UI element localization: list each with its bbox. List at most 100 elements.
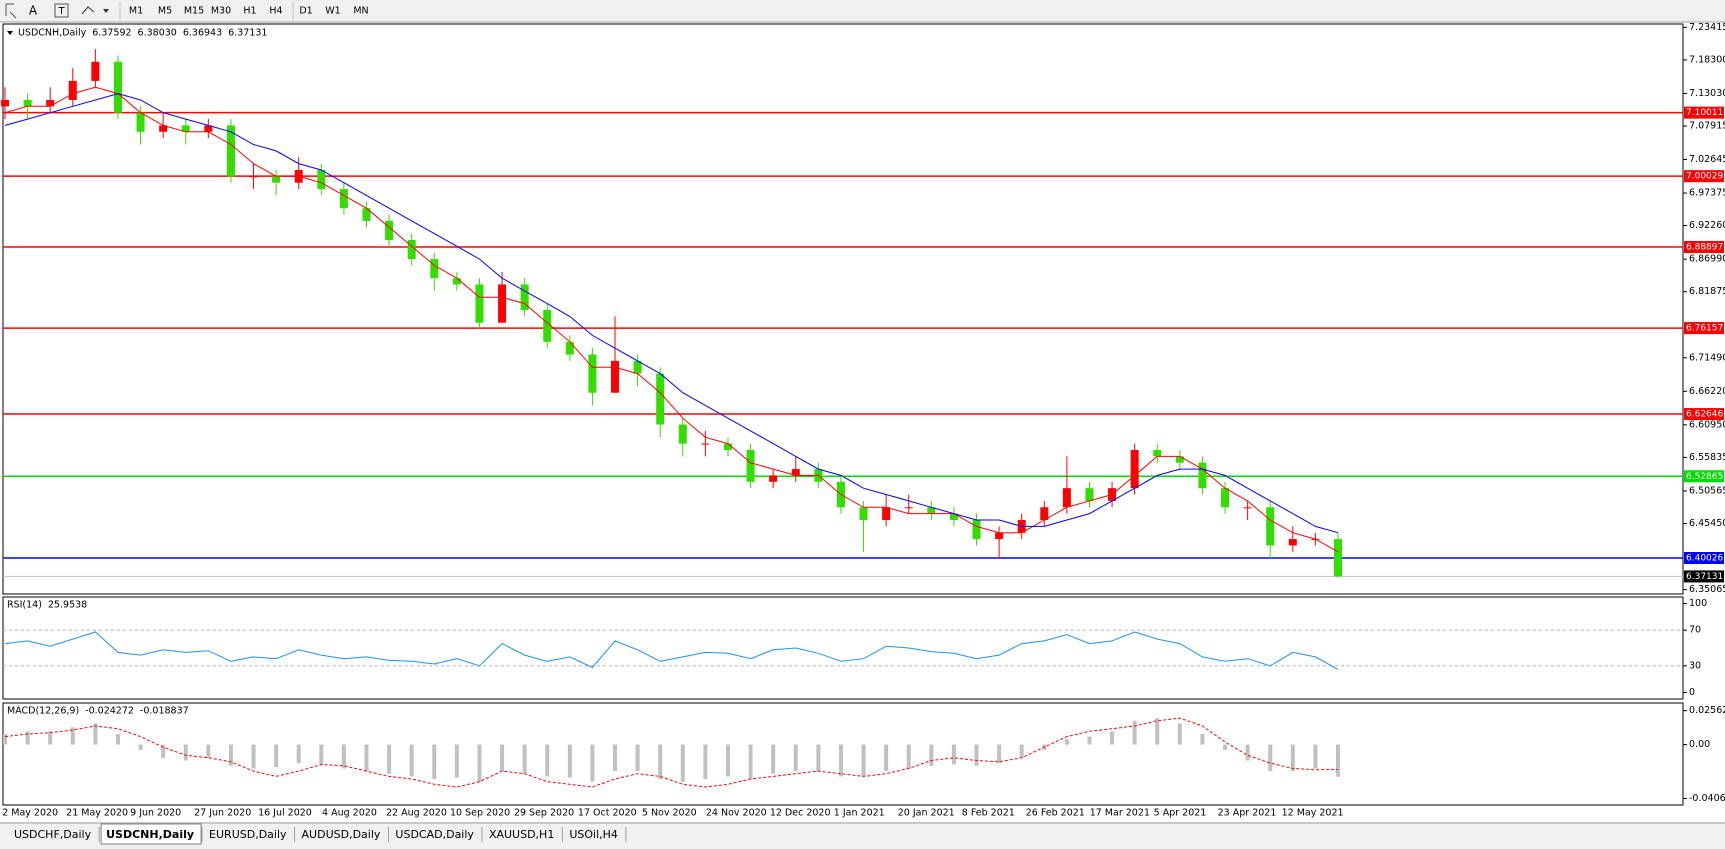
macd-bar — [658, 744, 663, 780]
y-tick-label: 0 — [1689, 687, 1695, 698]
tab-label[interactable]: AUDUSD,Daily — [302, 828, 381, 841]
level-label: 7.00029 — [1686, 172, 1723, 182]
period-button[interactable]: MN — [353, 6, 368, 17]
macd-bar — [1110, 731, 1115, 745]
candle-body — [159, 125, 168, 132]
period-button[interactable]: M5 — [158, 6, 172, 17]
x-tick-label: 27 Jun 2020 — [194, 808, 251, 819]
macd-bar — [1223, 744, 1228, 750]
x-tick-label: 21 May 2020 — [66, 808, 128, 819]
macd-bar — [364, 744, 369, 772]
candle-body — [1221, 488, 1230, 508]
arrows-icon[interactable] — [81, 6, 95, 15]
moving-average — [4, 86, 1339, 553]
y-tick-label: 7.13030 — [1689, 88, 1725, 99]
period-button[interactable]: H1 — [243, 6, 256, 17]
y-tick-label: 6.86990 — [1689, 254, 1725, 265]
macd-bar — [951, 744, 956, 765]
macd-bar — [454, 744, 459, 778]
candle-body — [565, 341, 574, 355]
ohlc-value: 6.37592 — [92, 28, 131, 39]
level-label: 6.40026 — [1686, 554, 1723, 564]
candle-body — [543, 309, 552, 342]
dropdown-arrow[interactable] — [103, 9, 109, 13]
x-tick-label: 5 Nov 2020 — [642, 808, 697, 819]
level-label: 6.62646 — [1686, 410, 1723, 420]
y-tick-label: 70 — [1689, 625, 1701, 636]
x-tick-label: 17 Mar 2021 — [1090, 808, 1150, 819]
symbol-menu-arrow[interactable] — [7, 31, 13, 35]
macd-bar — [974, 744, 979, 766]
period-button[interactable]: M1 — [129, 6, 143, 17]
chart-panel — [2, 702, 1684, 806]
tab-label[interactable]: USDCAD,Daily — [395, 828, 474, 841]
y-tick-label: 6.71490 — [1689, 352, 1725, 363]
tab-label[interactable]: USDCNH,Daily — [106, 828, 194, 841]
candle-body — [701, 443, 710, 445]
macd-bar — [341, 744, 346, 769]
x-tick-label: 12 May 2021 — [1282, 808, 1344, 819]
indicator-value: 25.9538 — [48, 600, 87, 611]
tab[interactable] — [9, 824, 99, 844]
candle-body — [430, 259, 439, 279]
candle-body — [972, 519, 981, 540]
candle-body — [769, 475, 778, 482]
candle-body — [859, 507, 868, 520]
candle-body — [68, 80, 77, 100]
text-icon[interactable] — [54, 3, 69, 18]
y-tick-label: 6.60950 — [1689, 419, 1725, 430]
tab[interactable] — [483, 824, 562, 844]
tab[interactable] — [390, 824, 481, 844]
x-tick-label: 10 Sep 2020 — [450, 808, 510, 819]
macd-bar — [635, 744, 640, 772]
level-label: 6.52865 — [1686, 472, 1723, 482]
candle-body — [949, 513, 958, 520]
x-tick-label: 20 Jan 2021 — [898, 808, 955, 819]
tab[interactable] — [204, 824, 294, 844]
crosshair-icon[interactable] — [5, 3, 17, 19]
chart-panel — [2, 596, 1684, 700]
text-icon-letter: T — [57, 6, 65, 17]
period-button[interactable]: D1 — [299, 6, 312, 17]
candle-body — [633, 360, 642, 374]
x-tick-label: 23 Apr 2021 — [1218, 808, 1277, 819]
last-price-box — [1684, 570, 1724, 583]
y-tick-label: 6.45450 — [1689, 518, 1725, 529]
toolbar-icons: T — [5, 2, 294, 20]
macd-bar — [274, 744, 279, 768]
macd-bar — [115, 733, 120, 745]
tab[interactable] — [564, 824, 625, 844]
macd-bar — [567, 744, 572, 778]
period-button[interactable]: M15 — [184, 6, 204, 17]
macd-bar — [3, 733, 7, 745]
candle-body — [226, 125, 235, 177]
macd-bar — [1290, 744, 1295, 772]
tab[interactable] — [296, 824, 388, 844]
level-label-box — [1684, 106, 1724, 119]
macd-bar — [387, 744, 392, 774]
tab-label[interactable]: XAUUSD,H1 — [489, 828, 554, 841]
macd-bar — [703, 744, 708, 780]
candle-body — [1153, 449, 1162, 457]
macd-bar — [816, 744, 821, 772]
ohlc-value: 6.37131 — [228, 28, 267, 39]
text-tool-button[interactable]: A — [29, 4, 38, 18]
macd-bar — [500, 744, 505, 772]
period-button[interactable]: H4 — [269, 6, 282, 17]
tab-label[interactable]: USDCHF,Daily — [14, 828, 92, 841]
macd-bar — [70, 727, 75, 745]
candle-body — [927, 507, 936, 514]
period-button[interactable]: M30 — [211, 6, 231, 17]
candle-body — [317, 169, 326, 190]
x-tick-label: 22 Aug 2020 — [386, 808, 447, 819]
candle-body — [204, 125, 213, 132]
candle-body — [498, 284, 507, 323]
period-button[interactable]: W1 — [325, 6, 340, 17]
tab-label[interactable]: EURUSD,Daily — [209, 828, 287, 841]
tab[interactable] — [100, 823, 202, 845]
tab-label[interactable]: USOil,H4 — [569, 828, 618, 841]
rsi-line — [4, 631, 1339, 670]
candle-body — [452, 278, 461, 285]
y-tick-label: 6.55835 — [1689, 452, 1725, 463]
